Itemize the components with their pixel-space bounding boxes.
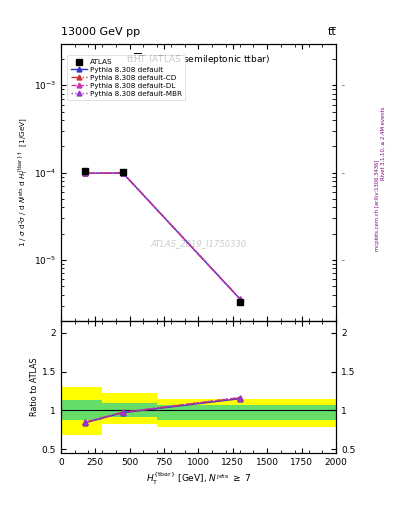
Pythia 8.308 default-DL	[83, 170, 87, 177]
ATLAS	[237, 299, 242, 305]
Pythia 8.308 default-CD	[120, 170, 125, 176]
Pythia 8.308 default-MBR	[83, 170, 87, 177]
Pythia 8.308 default	[237, 295, 242, 302]
X-axis label: $H_{\rm T}^{\rm \{tbar\}}$ [GeV], $N^{\rm jets}$ $\geq$ 7: $H_{\rm T}^{\rm \{tbar\}}$ [GeV], $N^{\r…	[145, 471, 252, 487]
Line: Pythia 8.308 default-CD: Pythia 8.308 default-CD	[83, 170, 242, 301]
Text: ATLAS_2019_I1750330: ATLAS_2019_I1750330	[151, 239, 246, 248]
Text: 13000 GeV pp: 13000 GeV pp	[61, 27, 140, 37]
Text: Rivet 3.1.10, ≥ 2.4M events: Rivet 3.1.10, ≥ 2.4M events	[381, 106, 386, 180]
Pythia 8.308 default-MBR	[120, 170, 125, 176]
Text: mcplots.cern.ch [arXiv:1306.3436]: mcplots.cern.ch [arXiv:1306.3436]	[375, 159, 380, 250]
Pythia 8.308 default-DL	[120, 170, 125, 176]
Pythia 8.308 default-DL	[237, 295, 242, 302]
Text: tt$\overline{\rm H}$T (ATLAS semileptonic ttbar): tt$\overline{\rm H}$T (ATLAS semileptoni…	[127, 52, 270, 67]
Pythia 8.308 default-CD	[237, 295, 242, 302]
Pythia 8.308 default-CD	[83, 170, 87, 177]
Line: ATLAS: ATLAS	[82, 168, 243, 305]
Line: Pythia 8.308 default: Pythia 8.308 default	[83, 170, 242, 301]
Pythia 8.308 default	[83, 170, 87, 177]
ATLAS	[120, 169, 125, 175]
Text: tt̅: tt̅	[327, 27, 336, 37]
Pythia 8.308 default-MBR	[237, 295, 242, 302]
ATLAS	[83, 168, 87, 175]
Line: Pythia 8.308 default-DL: Pythia 8.308 default-DL	[83, 170, 242, 301]
Legend: ATLAS, Pythia 8.308 default, Pythia 8.308 default-CD, Pythia 8.308 default-DL, P: ATLAS, Pythia 8.308 default, Pythia 8.30…	[67, 55, 185, 100]
Y-axis label: 1 / $\sigma$ d$^2\!\sigma$ / d $N^{\rm jets}$ d $H_{\rm T}^{\rm \{tbar\}\dagger}: 1 / $\sigma$ d$^2\!\sigma$ / d $N^{\rm j…	[17, 117, 31, 247]
Pythia 8.308 default	[120, 170, 125, 176]
Line: Pythia 8.308 default-MBR: Pythia 8.308 default-MBR	[83, 170, 242, 301]
Y-axis label: Ratio to ATLAS: Ratio to ATLAS	[30, 358, 39, 416]
